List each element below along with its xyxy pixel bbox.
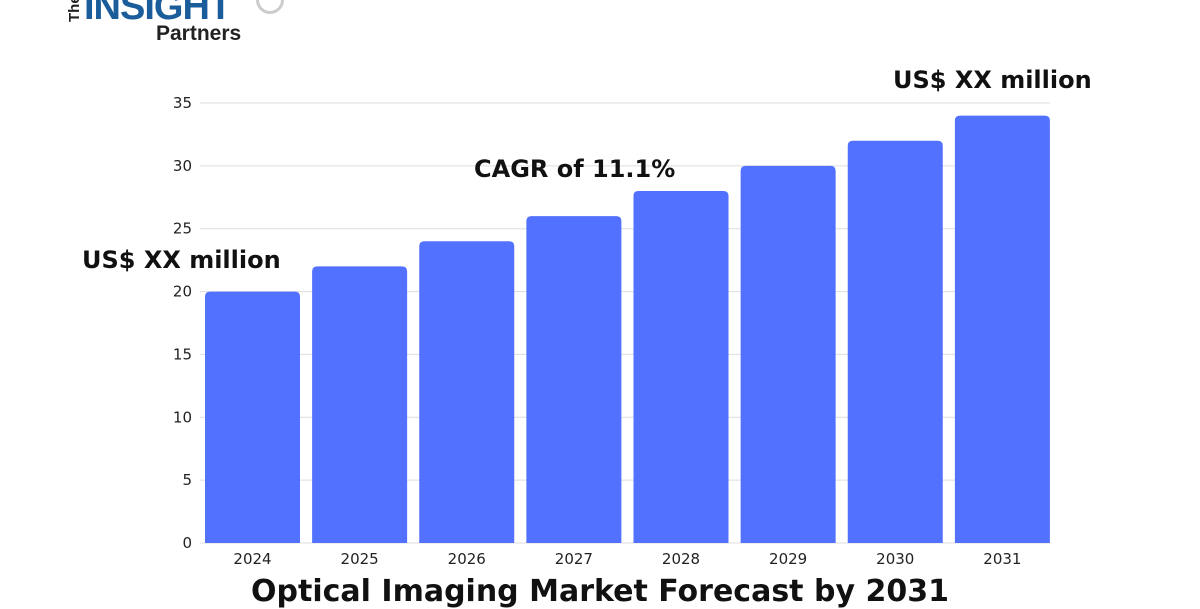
logo-partners: Partners bbox=[156, 22, 242, 45]
x-tick-label: 2026 bbox=[448, 550, 486, 568]
bar-2024 bbox=[205, 291, 300, 543]
the-insight-partners-logo: The INSIGHT Partners bbox=[66, 0, 286, 50]
x-tick-label: 2028 bbox=[662, 550, 700, 568]
y-tick-label: 15 bbox=[173, 345, 192, 363]
x-tick-label: 2027 bbox=[555, 550, 593, 568]
cagr-annotation: CAGR of 11.1% bbox=[474, 155, 676, 183]
x-tick-label: 2025 bbox=[341, 550, 379, 568]
y-tick-label: 10 bbox=[173, 408, 192, 426]
y-tick-label: 5 bbox=[182, 471, 192, 489]
end-value-annotation: US$ XX million bbox=[893, 66, 1092, 94]
x-tick-label: 2031 bbox=[983, 550, 1021, 568]
start-value-annotation: US$ XX million bbox=[82, 246, 281, 274]
x-tick-label: 2024 bbox=[233, 550, 271, 568]
bar-2026 bbox=[419, 241, 515, 544]
bar-2027 bbox=[526, 216, 622, 543]
bar-2025 bbox=[312, 266, 408, 543]
y-tick-label: 0 bbox=[182, 534, 192, 552]
x-tick-label: 2030 bbox=[876, 550, 914, 568]
y-tick-label: 25 bbox=[173, 220, 192, 238]
y-tick-label: 30 bbox=[173, 157, 192, 175]
bar-2029 bbox=[740, 165, 836, 543]
logo-insight: INSIGHT bbox=[84, 0, 232, 28]
x-tick-label: 2029 bbox=[769, 550, 807, 568]
y-tick-label: 35 bbox=[173, 94, 192, 112]
y-tick-label: 20 bbox=[173, 283, 192, 301]
bar-2028 bbox=[633, 191, 729, 543]
chart-title: Optical Imaging Market Forecast by 2031 bbox=[251, 574, 949, 609]
bar-2030 bbox=[847, 140, 943, 543]
bar-2031 bbox=[954, 115, 1050, 544]
